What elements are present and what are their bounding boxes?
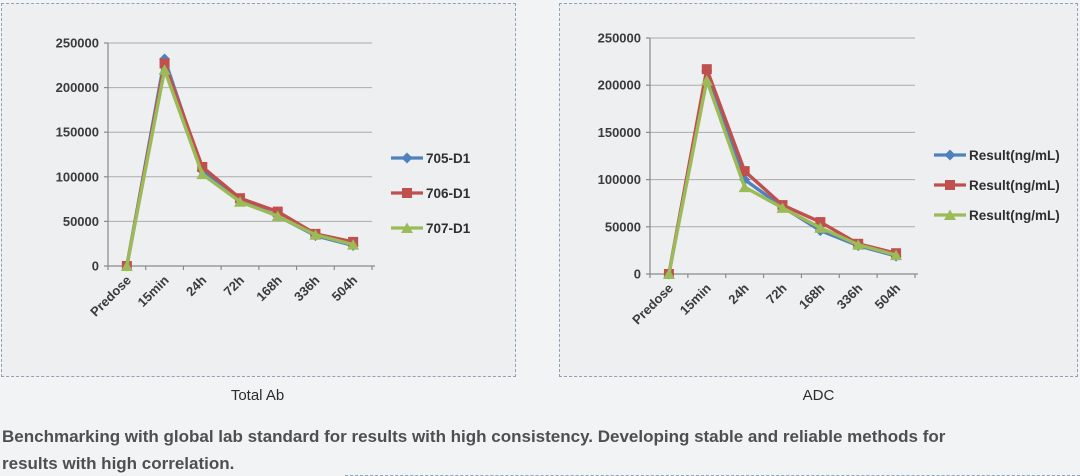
x-axis-label: 24h xyxy=(183,272,209,298)
x-axis-label: 336h xyxy=(291,272,323,304)
square-marker-icon xyxy=(391,188,423,198)
x-axis-label: 504h xyxy=(872,280,904,312)
y-axis-label: 200000 xyxy=(56,80,99,95)
x-axis-label: 168h xyxy=(796,280,828,312)
triangle-marker-icon xyxy=(391,222,423,233)
triangle-marker xyxy=(158,64,171,75)
square-marker-icon xyxy=(934,180,966,190)
diamond-marker xyxy=(739,174,751,186)
series-line xyxy=(667,78,898,276)
adc-line-chart: 0 50000 100000 150000 200000 250000 Predose 15m… xyxy=(598,31,918,328)
legend-item: 707-D1 xyxy=(390,216,470,240)
square-marker xyxy=(402,188,412,198)
triangle-marker xyxy=(120,260,133,271)
x-axis-label: 15min xyxy=(677,280,714,317)
x-axis-label: 72h xyxy=(763,280,789,306)
legend-item: 705-D1 xyxy=(390,146,470,170)
total-ab-legend: 705-D1 706-D1 707-D1 xyxy=(390,146,470,240)
y-axis-label: 50000 xyxy=(63,214,99,229)
y-axis-label: 150000 xyxy=(56,125,99,140)
adc-legend: Result(ng/mL) Result(ng/mL) Result(ng/mL) xyxy=(933,143,1060,227)
legend-item: Result(ng/mL) xyxy=(933,173,1060,197)
triangle-marker xyxy=(890,249,903,261)
y-axis-label: 250000 xyxy=(598,31,641,46)
legend-label: 706-D1 xyxy=(426,185,471,201)
triangle-marker xyxy=(271,210,284,222)
x-axis-label: 72h xyxy=(221,272,247,298)
triangle-marker xyxy=(234,196,246,207)
diamond-marker xyxy=(944,149,956,161)
legend-label: Result(ng/mL) xyxy=(969,207,1060,223)
y-axis-label: 0 xyxy=(634,267,641,282)
x-axis-label: 168h xyxy=(253,272,285,304)
legend-label: 705-D1 xyxy=(426,150,471,166)
diamond-marker-icon xyxy=(934,149,966,161)
triangle-marker xyxy=(814,222,827,233)
caption-line-2: results with high correlation. xyxy=(2,454,235,473)
square-marker xyxy=(739,166,750,177)
triangle-marker xyxy=(738,181,751,193)
x-axis-label: 24h xyxy=(725,280,751,306)
triangle-marker xyxy=(401,222,413,233)
y-axis-label: 100000 xyxy=(56,169,99,184)
legend-item: Result(ng/mL) xyxy=(933,143,1060,167)
triangle-marker xyxy=(662,268,675,279)
y-axis-label: 200000 xyxy=(598,78,641,93)
x-axis-label: Predose xyxy=(629,281,676,328)
square-marker xyxy=(815,217,826,228)
caption-line-1: Benchmarking with global lab standard fo… xyxy=(2,427,946,446)
diamond-marker-icon xyxy=(391,152,423,164)
y-axis-label: 150000 xyxy=(598,125,641,140)
legend-label: 707-D1 xyxy=(426,220,471,236)
legend-item: 706-D1 xyxy=(390,181,470,205)
square-marker xyxy=(159,58,170,69)
legend-item: Result(ng/mL) xyxy=(933,203,1060,227)
caption-text: Benchmarking with global lab standard fo… xyxy=(2,423,1080,476)
y-axis-label: 50000 xyxy=(605,219,641,234)
total-ab-line-chart: 0 50000 100000 150000 200000 250000 Predose 15m… xyxy=(56,36,375,320)
triangle-marker xyxy=(776,202,789,213)
adc-chart-title: ADC xyxy=(802,387,835,404)
adc-chart-panel: 0 50000 100000 150000 200000 250000 Predose 15m… xyxy=(559,3,1078,377)
square-marker xyxy=(945,180,955,190)
triangle-marker xyxy=(852,239,865,250)
total-ab-chart-title: Total Ab xyxy=(230,387,285,404)
triangle-marker xyxy=(347,239,360,250)
triangle-marker-icon xyxy=(934,209,966,220)
legend-label: Result(ng/mL) xyxy=(969,177,1060,193)
square-marker xyxy=(197,161,208,172)
x-axis-label: 15min xyxy=(135,272,172,309)
y-axis-label: 100000 xyxy=(598,172,641,187)
triangle-marker xyxy=(700,74,713,86)
triangle-marker xyxy=(944,209,956,220)
diamond-marker xyxy=(401,152,413,164)
total-ab-chart-panel: 0 50000 100000 150000 200000 250000 Predose 15m… xyxy=(1,3,516,377)
triangle-marker xyxy=(309,229,322,240)
x-axis-label: Predose xyxy=(87,273,134,320)
y-axis-label: 250000 xyxy=(56,36,99,51)
x-axis-label: 336h xyxy=(834,280,866,312)
legend-label: Result(ng/mL) xyxy=(969,147,1060,163)
triangle-marker xyxy=(196,168,209,180)
x-axis-label: 504h xyxy=(329,272,361,304)
square-marker xyxy=(701,64,712,75)
y-axis-label: 0 xyxy=(92,259,99,274)
